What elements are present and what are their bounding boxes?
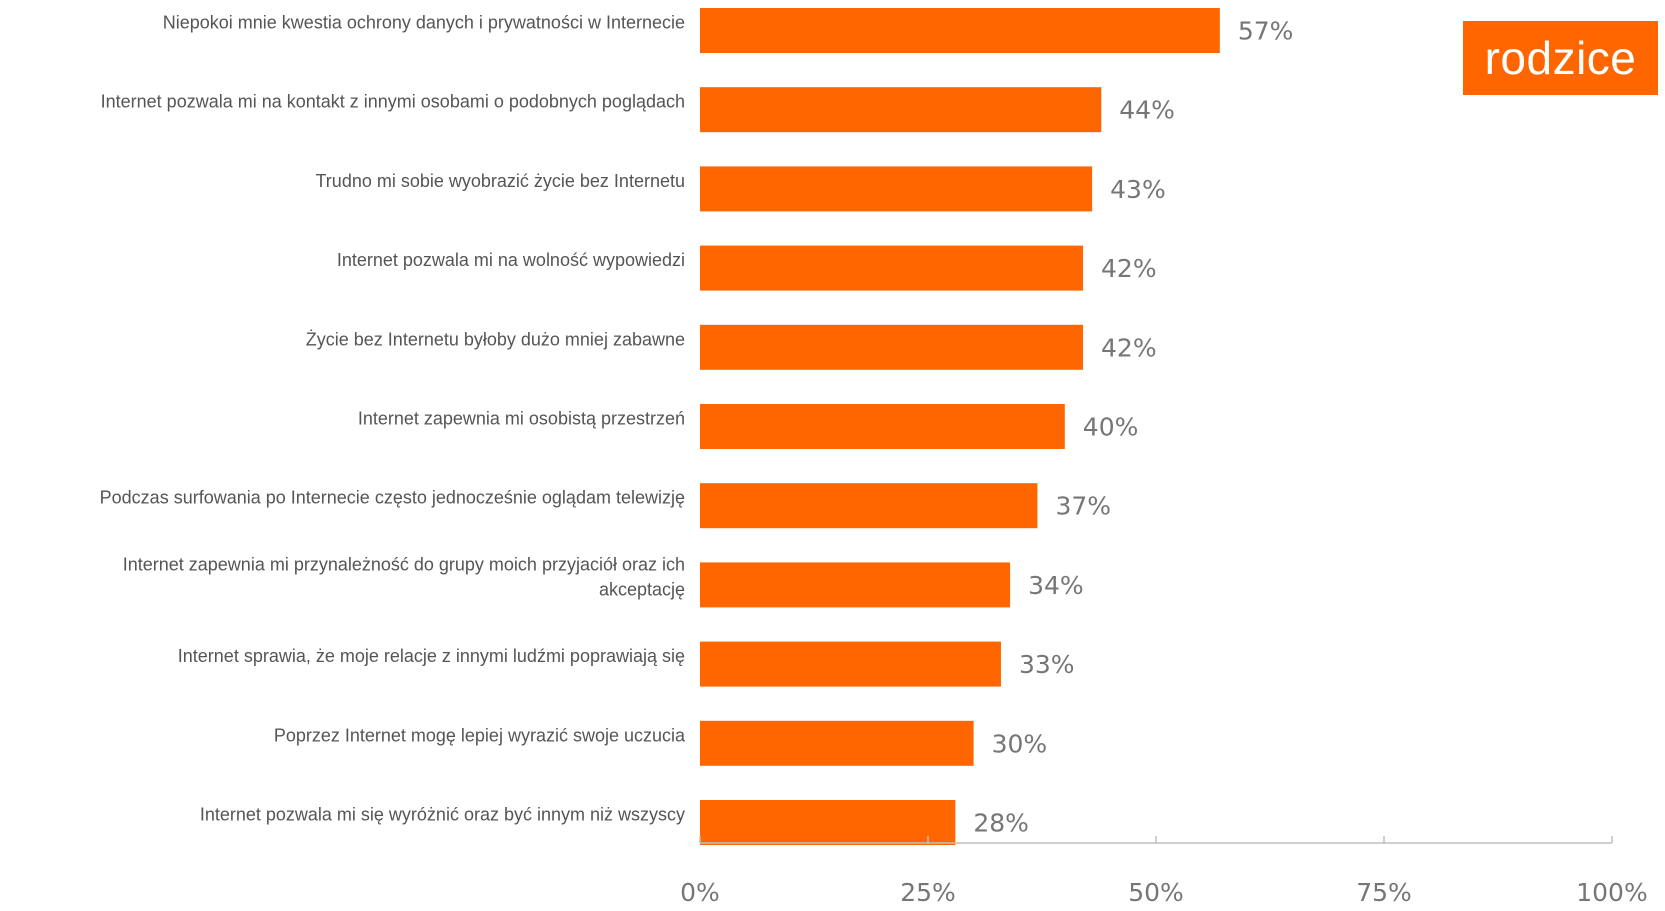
x-tick-label: 0% (680, 878, 720, 907)
category-label: Internet pozwala mi na wolność wypowiedz… (337, 250, 685, 270)
category-label: Życie bez Internetu byłoby dużo mniej za… (306, 329, 685, 349)
value-label: 34% (1028, 571, 1084, 600)
bar (700, 245, 1084, 291)
bar (700, 166, 1093, 212)
category-label: Niepokoi mnie kwestia ochrony danych i p… (163, 13, 685, 33)
category-label: Poprzez Internet mogę lepiej wyrazić swo… (274, 725, 686, 745)
segment-badge-label: rodzice (1484, 32, 1637, 84)
bar (700, 87, 1102, 133)
x-tick-label: 100% (1576, 878, 1647, 907)
x-axis: 0% 25% 50% 75% 100% (680, 836, 1648, 907)
bar (700, 720, 974, 766)
category-labels-group: Niepokoi mnie kwestia ochrony danych i p… (100, 13, 686, 825)
value-label: 57% (1238, 17, 1294, 46)
bar (700, 404, 1065, 449)
category-label: akceptację (599, 579, 685, 599)
segment-badge: rodzice (1463, 21, 1658, 95)
category-label: Internet pozwala mi na kontakt z innymi … (101, 92, 685, 112)
bar (700, 641, 1001, 687)
bar (700, 324, 1084, 370)
value-label: 37% (1055, 492, 1111, 521)
value-label: 42% (1101, 333, 1157, 362)
x-tick-label: 75% (1356, 878, 1412, 907)
category-label: Internet zapewnia mi przynależność do gr… (123, 554, 685, 574)
category-label: Podczas surfowania po Internecie często … (100, 488, 685, 508)
value-label: 42% (1101, 254, 1157, 283)
category-label: Internet pozwala mi się wyróżnić oraz by… (200, 805, 685, 825)
value-label: 43% (1110, 175, 1166, 204)
bars-group (700, 8, 1220, 845)
value-labels-group: 57% 44% 43% 42% 42% 40% 37% 34% 33% 30% 28% (973, 17, 1293, 838)
x-tick-label: 25% (900, 878, 956, 907)
value-label: 40% (1083, 413, 1139, 442)
bar (700, 562, 1011, 608)
x-tick-label: 50% (1128, 878, 1184, 907)
value-label: 30% (992, 729, 1048, 758)
category-label: Internet zapewnia mi osobistą przestrzeń (358, 409, 685, 429)
value-label: 28% (973, 809, 1029, 838)
category-label: Internet sprawia, że moje relacje z inny… (178, 646, 685, 666)
bar (700, 483, 1038, 529)
bar (700, 800, 956, 845)
category-label: Trudno mi sobie wyobrazić życie bez Inte… (315, 171, 685, 191)
value-label: 33% (1019, 650, 1075, 679)
value-label: 44% (1119, 96, 1175, 125)
bar (700, 8, 1220, 53)
